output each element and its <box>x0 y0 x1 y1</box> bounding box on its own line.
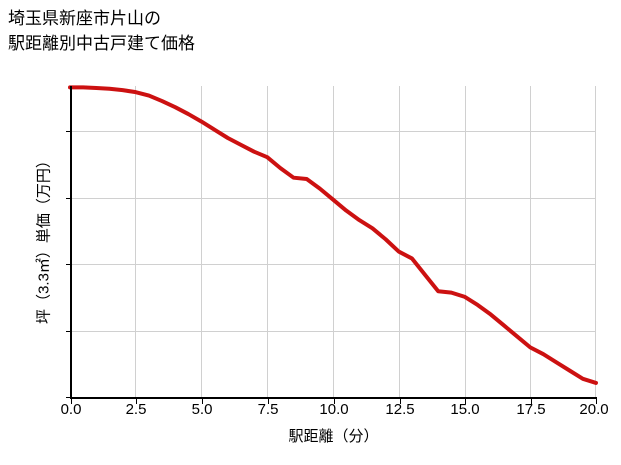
gridline-x-15.0 <box>465 86 466 398</box>
y-tick-mark-95 <box>66 264 71 265</box>
x-tick-label-17.5: 17.5 <box>516 401 546 418</box>
x-tick-mark-20.0 <box>596 399 597 404</box>
x-tick-label-20.0: 20.0 <box>579 401 609 418</box>
x-tick-label-12.5: 12.5 <box>385 401 415 418</box>
x-tick-label-7.5: 7.5 <box>257 401 279 418</box>
x-tick-mark-0.0 <box>71 399 72 404</box>
x-tick-label-5.0: 5.0 <box>191 401 213 418</box>
x-tick-label-15.0: 15.0 <box>450 401 480 418</box>
gridline-x-17.5 <box>530 86 531 398</box>
x-axis-line <box>70 397 597 399</box>
x-tick-mark-12.5 <box>400 399 401 404</box>
chart-title: 埼玉県新座市片山の 駅距離別中古戸建て価格 <box>8 9 195 53</box>
gridline-x-7.5 <box>267 86 268 398</box>
gridline-x-12.5 <box>399 86 400 398</box>
y-tick-mark-85 <box>66 397 71 398</box>
x-tick-mark-7.5 <box>268 399 269 404</box>
x-tick-mark-15.0 <box>465 399 466 404</box>
x-axis-title: 駅距離（分） <box>288 428 379 445</box>
gridline-x-5.0 <box>201 86 202 398</box>
gridline-x-20.0 <box>595 86 596 398</box>
y-tick-mark-105 <box>66 131 71 132</box>
x-tick-label-2.5: 2.5 <box>125 401 147 418</box>
y-tick-mark-100 <box>66 198 71 199</box>
x-tick-mark-2.5 <box>136 399 137 404</box>
plot-area <box>70 86 596 398</box>
y-axis-title: 坪（3.3㎡）単価（万円） <box>35 153 53 324</box>
x-tick-label-10.0: 10.0 <box>319 401 349 418</box>
x-tick-mark-5.0 <box>202 399 203 404</box>
y-tick-mark-90 <box>66 331 71 332</box>
gridline-x-2.5 <box>135 86 136 398</box>
x-tick-mark-17.5 <box>531 399 532 404</box>
data-series-line <box>68 85 598 385</box>
x-tick-mark-10.0 <box>334 399 335 404</box>
y-axis-line <box>70 86 72 399</box>
x-tick-label-0.0: 0.0 <box>60 401 82 418</box>
gridline-x-10.0 <box>333 86 334 398</box>
